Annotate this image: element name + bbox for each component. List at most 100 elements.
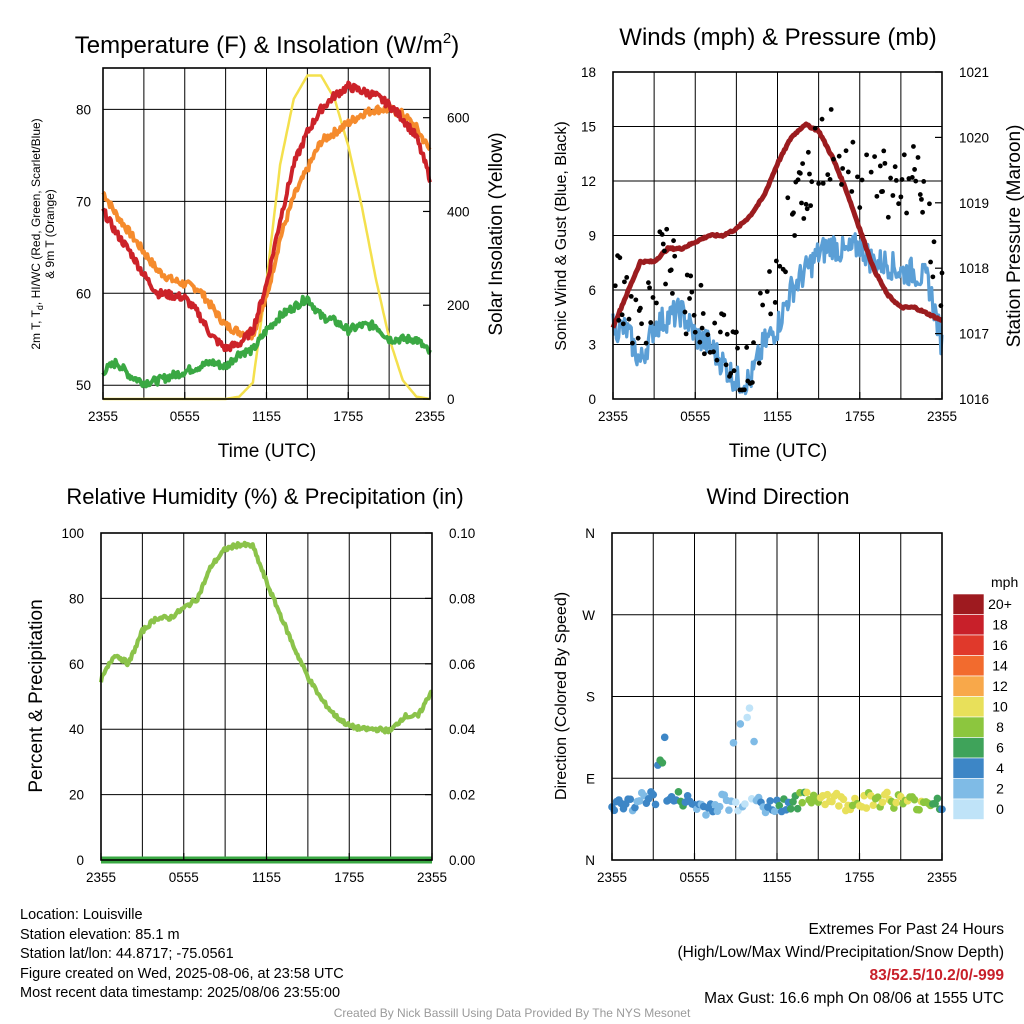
gust-point xyxy=(622,279,627,285)
gust-point xyxy=(909,175,915,180)
y-tick-label-left: 40 xyxy=(69,722,84,737)
direction-point xyxy=(658,759,667,767)
direction-point xyxy=(933,794,942,803)
gust-point xyxy=(930,274,936,280)
direction-title: Wind Direction xyxy=(706,484,849,509)
gust-point xyxy=(682,309,688,315)
x-tick-label: 1155 xyxy=(252,409,281,424)
y-tick-label-right: 0.06 xyxy=(449,657,475,672)
gust-point xyxy=(705,332,711,338)
sonic-wind-line xyxy=(611,232,944,396)
y-tick-label-right: 600 xyxy=(447,111,470,126)
gust-point xyxy=(913,178,919,184)
extremes-title: Extremes For Past 24 Hours xyxy=(808,921,1004,938)
gust-point xyxy=(721,312,727,318)
gust-point xyxy=(850,139,856,145)
y-tick-label-right: 0.02 xyxy=(449,788,475,803)
legend-swatch xyxy=(952,655,985,677)
extremes-info: Extremes For Past 24 Hours (High/Low/Max… xyxy=(678,918,1005,1010)
gust-point xyxy=(767,269,772,274)
gust-point xyxy=(872,154,878,159)
y-tick-label-left: N xyxy=(585,526,595,541)
direction-point xyxy=(649,790,658,799)
y-tick-label-left: 60 xyxy=(76,286,91,301)
gust-point xyxy=(892,164,898,170)
gust-point xyxy=(741,387,747,393)
temperature-grid xyxy=(103,68,430,399)
y-tick-label-right: 0.08 xyxy=(449,591,475,606)
direction-point xyxy=(743,713,752,722)
direction-point xyxy=(839,795,848,804)
gust-point xyxy=(791,210,796,216)
legend-label: 2 xyxy=(996,781,1004,797)
gust-point xyxy=(855,174,860,180)
gust-point xyxy=(783,269,788,275)
gust-point xyxy=(917,192,923,197)
gust-point xyxy=(880,189,885,194)
gust-point xyxy=(874,193,880,199)
direction-point xyxy=(702,811,710,819)
figure-created: Figure created on Wed, 2025-08-06, at 23… xyxy=(20,965,344,982)
direction-point xyxy=(626,795,635,804)
y-tick-label-left: 0 xyxy=(588,392,596,407)
gust-point xyxy=(773,258,779,264)
gust-point xyxy=(711,349,716,355)
gust-point xyxy=(888,175,893,181)
legend-swatch xyxy=(952,593,985,615)
x-tick-label: 2355 xyxy=(415,409,445,424)
y-tick-label-right: 400 xyxy=(447,204,470,219)
winds-grid xyxy=(613,71,942,400)
direction-point xyxy=(910,795,919,804)
gust-point xyxy=(756,360,762,366)
gust-point xyxy=(792,233,798,238)
gust-point xyxy=(864,152,870,158)
direction-point xyxy=(883,788,891,797)
gust-point xyxy=(660,241,666,247)
x-tick-label: 1755 xyxy=(333,409,363,424)
credit-line: Created By Nick Bassill Using Data Provi… xyxy=(333,1006,691,1020)
gust-point xyxy=(646,280,651,286)
station-elevation: Station elevation: 85.1 m xyxy=(20,926,180,943)
gust-point xyxy=(670,290,675,296)
gust-point xyxy=(915,155,921,160)
legend-label: 10 xyxy=(992,699,1008,715)
speed-legend: 20+ 18 16 14 12 10 8 6 4 2 0 xyxy=(952,593,1012,820)
direction-point xyxy=(631,803,639,812)
gust-point xyxy=(804,206,810,212)
gust-point xyxy=(764,289,770,294)
legend-swatch xyxy=(952,675,985,697)
gust-point xyxy=(899,177,905,182)
direction-point xyxy=(766,797,774,805)
x-tick-label: 1755 xyxy=(334,870,364,885)
direction-point xyxy=(660,733,669,742)
gust-point xyxy=(671,238,676,244)
gust-point xyxy=(672,253,678,259)
station-latlon: Station lat/lon: 44.8717; -75.0561 xyxy=(20,946,234,962)
gust-point xyxy=(904,210,909,216)
y-tick-label-right: 1016 xyxy=(959,392,989,407)
direction-point xyxy=(869,801,878,809)
gust-point xyxy=(668,267,674,273)
winds-ylabel-right: Station Pressure (Maroon) xyxy=(1004,125,1024,348)
gust-point xyxy=(931,239,937,245)
x-tick-label: 2355 xyxy=(417,870,447,885)
legend-label: 4 xyxy=(996,760,1004,776)
gust-point xyxy=(828,107,834,112)
gust-point xyxy=(688,273,694,279)
gust-point xyxy=(827,177,833,182)
y-tick-label-left: 100 xyxy=(61,526,84,541)
direction-point xyxy=(835,802,843,810)
gust-point xyxy=(619,312,625,318)
y-tick-label-right: 0.04 xyxy=(449,722,476,737)
gust-point xyxy=(845,169,851,175)
gust-point xyxy=(836,153,842,159)
winds-panel: Winds (mph) & Pressure (mb) 0 3 6 9 12 15 18 10… xyxy=(553,24,1024,462)
gust-point xyxy=(819,116,825,122)
y-tick-label-left: 0 xyxy=(76,853,84,868)
legend-label: 0 xyxy=(996,801,1004,817)
y-tick-label-left: 20 xyxy=(69,788,84,803)
gust-point xyxy=(662,248,667,254)
gust-point xyxy=(772,300,778,305)
gust-point xyxy=(797,170,803,176)
